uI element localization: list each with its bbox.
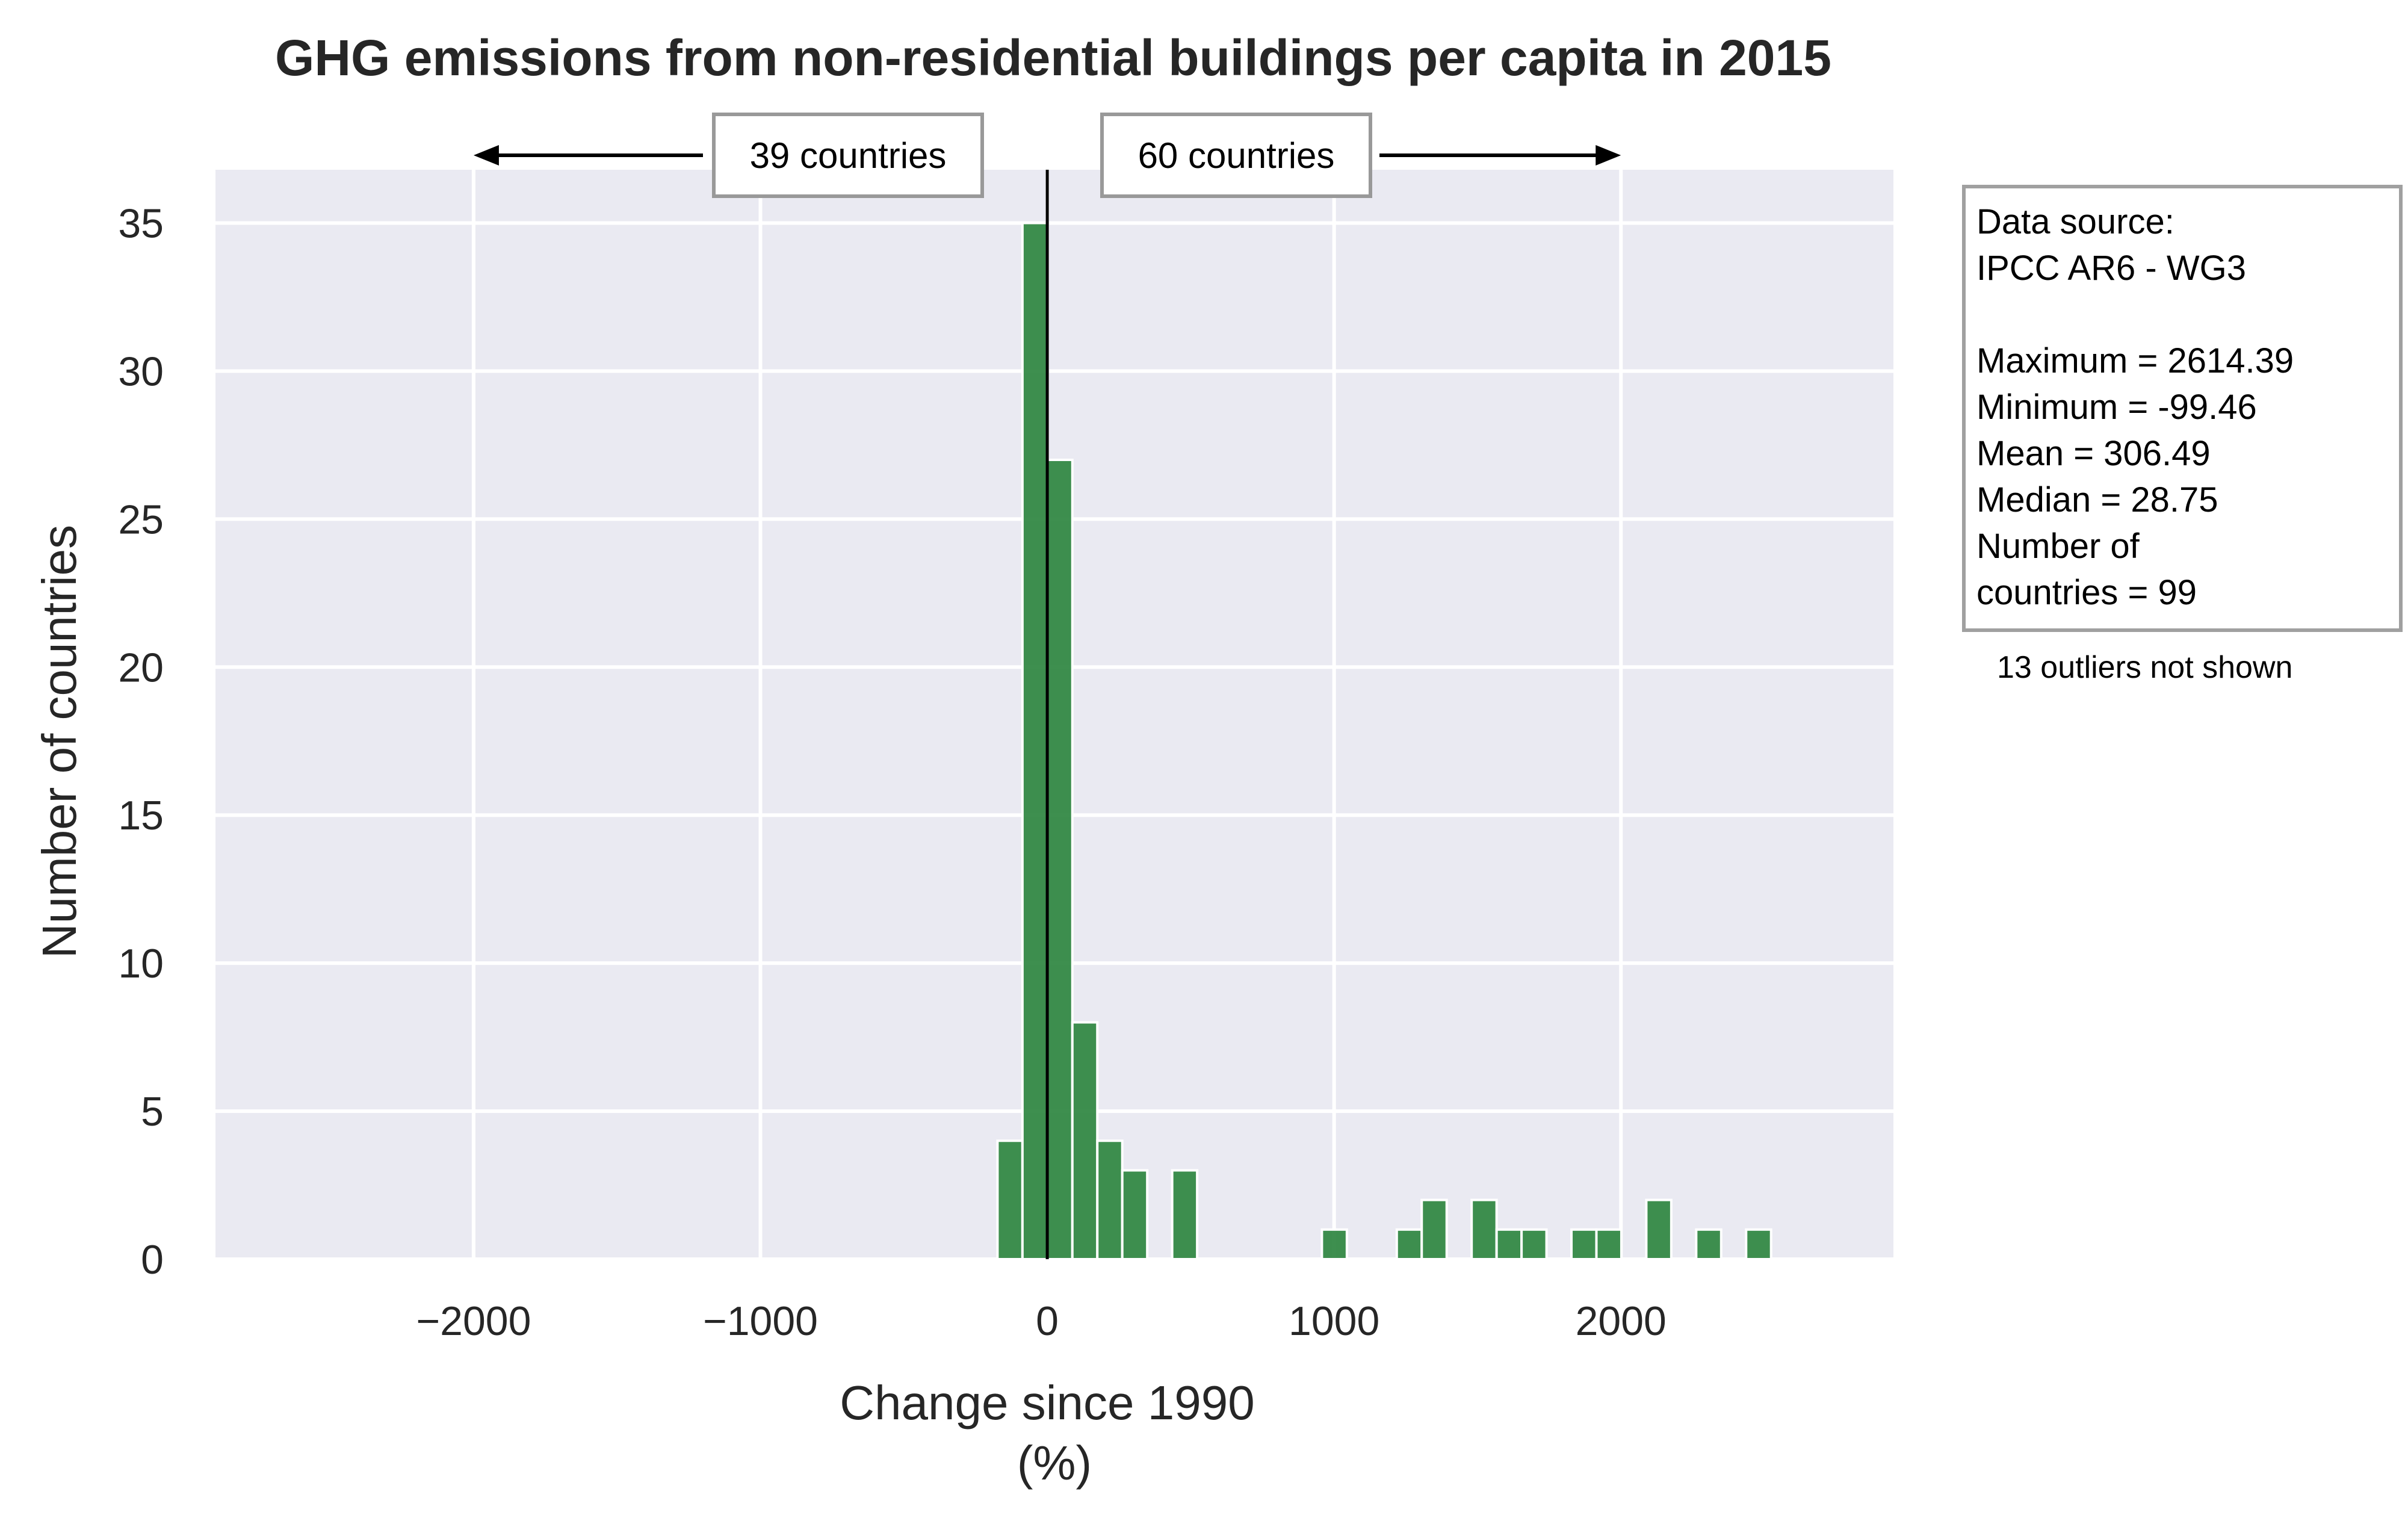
histogram-bar-17 xyxy=(1695,1228,1722,1260)
y-axis-label: Number of countries xyxy=(32,525,86,958)
y-tick-label: 35 xyxy=(118,201,164,247)
y-tick-label: 10 xyxy=(118,941,164,987)
histogram-bar-1 xyxy=(996,1139,1024,1260)
y-tick-label: 5 xyxy=(141,1089,164,1135)
x-tick-label: −1000 xyxy=(703,1298,818,1344)
x-tick-label: 2000 xyxy=(1576,1298,1667,1344)
histogram-bar-13 xyxy=(1520,1228,1548,1260)
histogram-bar-5 xyxy=(1096,1139,1124,1260)
right-count-box xyxy=(1100,113,1372,198)
x-tick-label: 0 xyxy=(1036,1298,1059,1344)
histogram-bar-9 xyxy=(1395,1228,1423,1260)
histogram-bar-15 xyxy=(1595,1228,1623,1260)
histogram-bar-12 xyxy=(1495,1228,1523,1260)
histogram-bar-16 xyxy=(1645,1198,1673,1261)
x-axis-ticks: −2000 −1000 0 1000 2000 xyxy=(416,1298,1666,1344)
right-arrow-head xyxy=(1596,145,1621,166)
histogram-bar-2 xyxy=(1021,221,1049,1261)
histogram-bar-3 xyxy=(1046,459,1074,1260)
y-tick-label: 25 xyxy=(118,497,164,542)
histogram-bar-11 xyxy=(1470,1198,1498,1261)
info-box-frame xyxy=(1962,185,2403,632)
x-tick-label: −2000 xyxy=(416,1298,531,1344)
left-arrow-head xyxy=(473,145,499,166)
info-box-line: Mean = 306.49 xyxy=(1976,434,2211,473)
histogram-bar-6 xyxy=(1121,1169,1149,1261)
y-tick-label: 20 xyxy=(118,645,164,690)
left-count-label: 39 countries xyxy=(750,135,947,176)
y-tick-label: 15 xyxy=(118,793,164,838)
y-tick-label: 0 xyxy=(141,1237,164,1283)
info-box: Data source: IPCC AR6 - WG3 Maximum = 26… xyxy=(1962,185,2403,685)
x-tick-label: 1000 xyxy=(1289,1298,1379,1344)
histogram-bar-14 xyxy=(1570,1228,1598,1260)
histogram-bar-4 xyxy=(1071,1021,1099,1260)
histogram-bar-8 xyxy=(1320,1228,1348,1260)
histogram-bar-7 xyxy=(1171,1169,1199,1261)
info-box-line: Data source: xyxy=(1976,202,2174,241)
info-box-line: IPCC AR6 - WG3 xyxy=(1976,249,2246,288)
y-axis-ticks: 0 5 10 15 20 25 30 35 xyxy=(118,201,164,1283)
y-tick-label: 30 xyxy=(118,348,164,394)
info-box-line: Number of xyxy=(1976,527,2140,566)
histogram-bar-10 xyxy=(1420,1198,1448,1261)
right-count-label: 60 countries xyxy=(1138,135,1335,176)
histogram-bar-18 xyxy=(1745,1228,1772,1260)
x-axis-unit-label: (%) xyxy=(1017,1436,1092,1490)
info-box-line: Maximum = 2614.39 xyxy=(1976,341,2294,380)
left-count-box xyxy=(712,113,984,198)
x-axis-label: Change since 1990 xyxy=(840,1376,1254,1430)
info-box-line: Minimum = -99.46 xyxy=(1976,388,2257,427)
count-annotations: 39 countries 60 countries xyxy=(473,113,1621,198)
chart-title: GHG emissions from non-residential build… xyxy=(275,29,1831,86)
histogram-bars xyxy=(996,221,1772,1261)
info-box-line: countries = 99 xyxy=(1976,573,2197,612)
info-box-line: Median = 28.75 xyxy=(1976,480,2218,519)
outliers-note: 13 outliers not shown xyxy=(1997,650,2292,685)
